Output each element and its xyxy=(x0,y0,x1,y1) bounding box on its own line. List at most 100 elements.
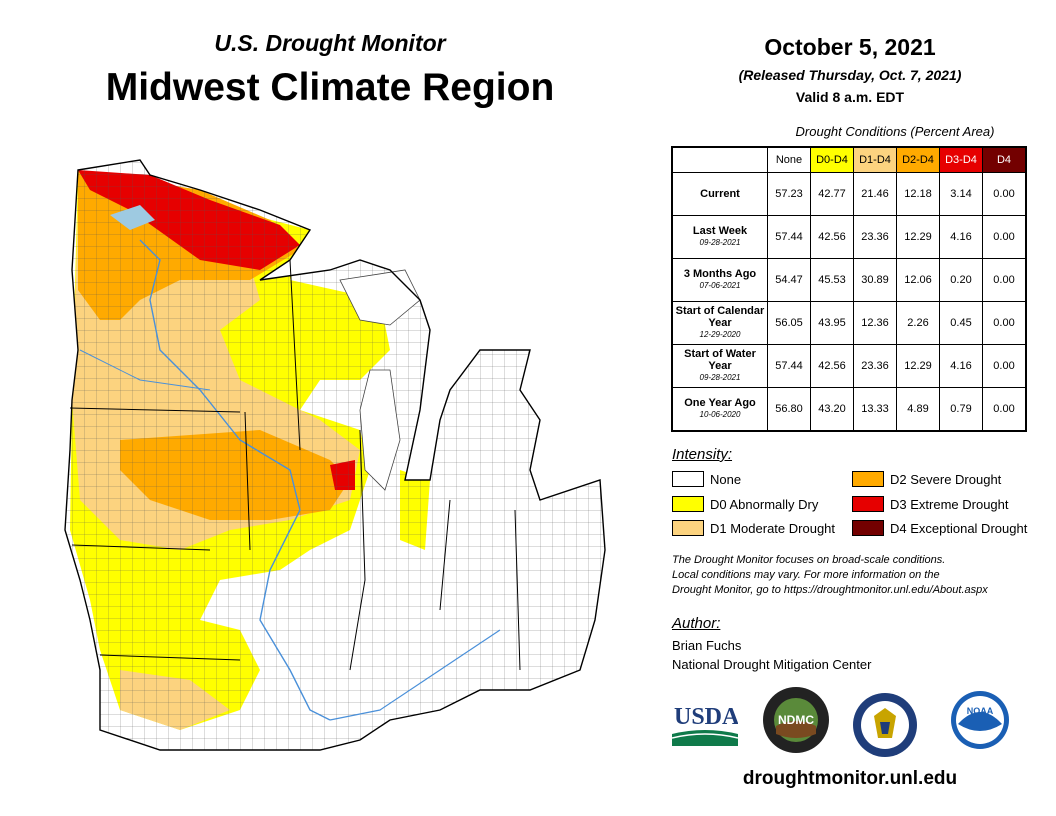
legend-item: D4 Exceptional Drought xyxy=(852,519,1027,537)
noaa-logo: NOAA xyxy=(951,691,1009,749)
state-borders xyxy=(69,259,521,671)
col-d2-d4: D2-D4 xyxy=(896,146,940,173)
table-cell: 0.00 xyxy=(982,344,1027,388)
col-none: None xyxy=(767,146,811,173)
table-cell: 0.00 xyxy=(982,258,1027,302)
note-line-3: Drought Monitor, go to https://droughtmo… xyxy=(672,584,988,596)
row-label: Last Week 09-28-2021 xyxy=(671,215,768,259)
table-cell: 56.80 xyxy=(767,387,811,432)
table-cell: 12.29 xyxy=(896,215,940,259)
noaa-logo-text: NOAA xyxy=(967,706,994,716)
table-cell: 57.44 xyxy=(767,215,811,259)
table-cell: 0.79 xyxy=(939,387,983,432)
drought-stats-table: None D0-D4 D1-D4 D2-D4 D3-D4 D4 Current 5… xyxy=(671,146,1027,432)
row-label-text: 3 Months Ago xyxy=(683,268,757,280)
legend-swatch xyxy=(852,520,884,536)
table-row: Current 57.23 42.77 21.46 12.18 3.14 0.00 xyxy=(671,172,1027,216)
legend-title: Intensity: xyxy=(672,446,733,463)
table-cell: 0.00 xyxy=(982,172,1027,216)
note-line-2: Local conditions may vary. For more info… xyxy=(672,569,940,581)
table-caption: Drought Conditions (Percent Area) xyxy=(795,124,995,139)
row-date: 10-06-2020 xyxy=(699,410,741,419)
row-date: 12-29-2020 xyxy=(699,330,741,339)
region-outline xyxy=(64,159,606,751)
table-row: 3 Months Ago 07-06-2021 54.47 45.53 30.89 12.… xyxy=(671,258,1027,302)
subtitle: U.S. Drought Monitor xyxy=(214,30,446,56)
legend-item: D1 Moderate Drought xyxy=(672,519,835,537)
disclaimer-note: The Drought Monitor focuses on broad-sca… xyxy=(672,553,1042,598)
row-label-text: Current xyxy=(700,188,740,200)
table-cell: 13.33 xyxy=(853,387,897,432)
note-line-1: The Drought Monitor focuses on broad-sca… xyxy=(672,554,946,566)
table-cell: 12.06 xyxy=(896,258,940,302)
table-cell: 0.00 xyxy=(982,215,1027,259)
row-label: Start of Water Year 09-28-2021 xyxy=(671,344,768,388)
table-cell: 42.56 xyxy=(810,215,854,259)
lake-michigan xyxy=(359,369,401,491)
table-cell: 12.18 xyxy=(896,172,940,216)
row-date: 09-28-2021 xyxy=(699,238,741,247)
legend-label: D2 Severe Drought xyxy=(890,471,1002,487)
legend-label: D4 Exceptional Drought xyxy=(890,520,1028,536)
row-label-text: Start of Calendar Year xyxy=(675,305,765,329)
table-cell: 4.16 xyxy=(939,215,983,259)
legend-label: None xyxy=(710,471,742,487)
table-cell: 43.95 xyxy=(810,301,854,345)
ndmc-logo-text: NDMC xyxy=(778,713,814,727)
author-name: Brian Fuchs xyxy=(672,638,742,653)
valid-time: Valid 8 a.m. EDT xyxy=(795,89,905,105)
row-date: 07-06-2021 xyxy=(699,281,741,290)
author-label: Author: xyxy=(672,615,721,632)
ndmc-logo: NDMC xyxy=(763,687,829,753)
legend-item: D0 Abnormally Dry xyxy=(672,495,818,513)
row-label: Start of Calendar Year 12-29-2020 xyxy=(671,301,768,345)
table-cell: 4.89 xyxy=(896,387,940,432)
table-cell: 30.89 xyxy=(853,258,897,302)
legend-label: D3 Extreme Drought xyxy=(890,496,1009,512)
table-cell: 12.36 xyxy=(853,301,897,345)
table-cell: 56.05 xyxy=(767,301,811,345)
col-d0-d4: D0-D4 xyxy=(810,146,854,173)
table-cell: 23.36 xyxy=(853,344,897,388)
usda-logo-text: USDA xyxy=(674,704,738,730)
legend-item: None xyxy=(672,470,741,488)
legend-swatch xyxy=(672,496,704,512)
doc-seal-logo xyxy=(853,693,917,757)
website-link[interactable]: droughtmonitor.unl.edu xyxy=(742,768,958,789)
table-cell: 12.29 xyxy=(896,344,940,388)
row-label-text: One Year Ago xyxy=(684,397,756,409)
table-cell: 2.26 xyxy=(896,301,940,345)
row-label: 3 Months Ago 07-06-2021 xyxy=(671,258,768,302)
page-title: Midwest Climate Region xyxy=(105,66,555,109)
legend-label: D1 Moderate Drought xyxy=(710,520,836,536)
table-cell: 0.45 xyxy=(939,301,983,345)
minnesota-river xyxy=(79,349,211,391)
table-cell: 45.53 xyxy=(810,258,854,302)
map-land xyxy=(65,160,605,750)
table-cell: 4.16 xyxy=(939,344,983,388)
table-header-row: None D0-D4 D1-D4 D2-D4 D3-D4 D4 xyxy=(672,146,1027,173)
legend-swatch xyxy=(672,520,704,536)
drought-map xyxy=(64,159,606,751)
col-d4: D4 xyxy=(982,146,1027,173)
table-cell: 21.46 xyxy=(853,172,897,216)
lake-superior xyxy=(339,269,421,326)
table-cell: 43.20 xyxy=(810,387,854,432)
table-cell: 0.00 xyxy=(982,301,1027,345)
row-label-text: Start of Water Year xyxy=(684,348,756,372)
table-cell: 42.56 xyxy=(810,344,854,388)
table-cell: 3.14 xyxy=(939,172,983,216)
row-date: 09-28-2021 xyxy=(699,373,741,382)
table-cell: 0.00 xyxy=(982,387,1027,432)
legend-item: D2 Severe Drought xyxy=(852,470,1001,488)
table-corner xyxy=(672,147,768,173)
mississippi-river xyxy=(139,239,331,721)
table-cell: 54.47 xyxy=(767,258,811,302)
col-d3-d4: D3-D4 xyxy=(939,146,983,173)
table-cell: 23.36 xyxy=(853,215,897,259)
red-lake xyxy=(110,205,155,230)
legend-label: D0 Abnormally Dry xyxy=(710,496,819,512)
legend-swatch xyxy=(852,496,884,512)
table-cell: 42.77 xyxy=(810,172,854,216)
row-label: One Year Ago 10-06-2020 xyxy=(671,387,768,432)
